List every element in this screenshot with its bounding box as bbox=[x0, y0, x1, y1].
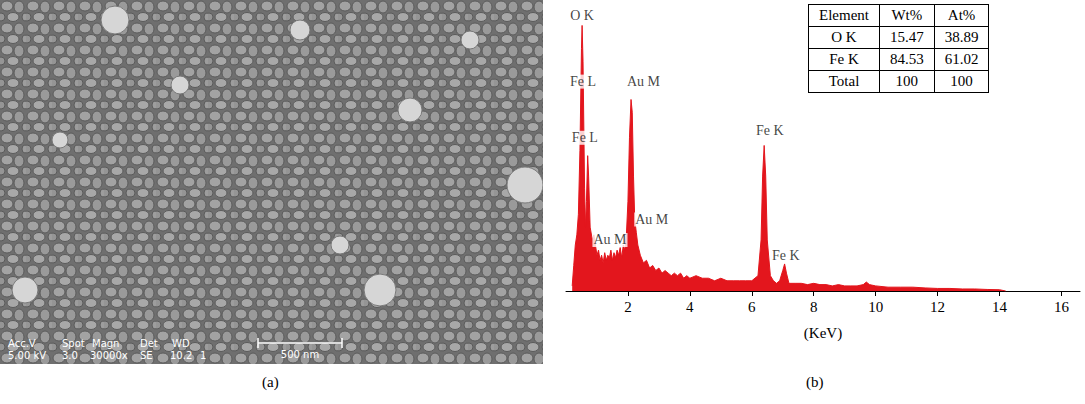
html-text:Fe K: Fe K bbox=[829, 51, 859, 67]
svg-text:O K: O K bbox=[570, 8, 594, 23]
svg-text:Fe K: Fe K bbox=[756, 123, 784, 138]
html-text:15.47: 15.47 bbox=[890, 29, 924, 45]
svg-text:Au M: Au M bbox=[627, 74, 661, 89]
svg-text:Magn: Magn bbox=[92, 338, 119, 349]
svg-text:Fe L: Fe L bbox=[572, 130, 598, 145]
svg-text:1: 1 bbox=[200, 350, 206, 361]
svg-text:10.2: 10.2 bbox=[170, 350, 192, 361]
html-text:Wt%: Wt% bbox=[891, 7, 923, 23]
svg-text:16: 16 bbox=[1054, 299, 1070, 315]
svg-text:Fe K: Fe K bbox=[772, 248, 800, 263]
svg-text:(KeV): (KeV) bbox=[804, 325, 842, 342]
svg-text:WD: WD bbox=[172, 338, 190, 349]
svg-text:10: 10 bbox=[868, 299, 883, 315]
svg-text:8: 8 bbox=[810, 299, 818, 315]
html-text:O K: O K bbox=[831, 29, 857, 45]
svg-text:2: 2 bbox=[624, 299, 632, 315]
svg-text:3.0: 3.0 bbox=[62, 350, 78, 361]
svg-text:Au M: Au M bbox=[635, 212, 669, 227]
html-text:(b): (b) bbox=[806, 374, 824, 390]
svg-text:30000x: 30000x bbox=[90, 350, 128, 361]
html-text:(a): (a) bbox=[262, 374, 279, 390]
svg-text:Spot: Spot bbox=[62, 338, 85, 349]
html-text:84.53: 84.53 bbox=[890, 51, 924, 67]
html-text:Total: Total bbox=[828, 73, 860, 89]
html-text:At%: At% bbox=[947, 7, 976, 23]
svg-text:Det: Det bbox=[140, 338, 158, 349]
svg-text:5.00 kV: 5.00 kV bbox=[8, 350, 46, 361]
svg-text:SE: SE bbox=[140, 350, 153, 361]
svg-text:4: 4 bbox=[686, 299, 694, 315]
html-text:100: 100 bbox=[950, 73, 973, 89]
html-text:61.02: 61.02 bbox=[944, 51, 979, 67]
svg-text:12: 12 bbox=[930, 299, 945, 315]
svg-text:6: 6 bbox=[748, 299, 756, 315]
svg-text:Acc.V: Acc.V bbox=[8, 338, 36, 349]
svg-text:Au M: Au M bbox=[593, 232, 627, 247]
svg-text:500 nm: 500 nm bbox=[281, 349, 319, 360]
html-text:Element: Element bbox=[819, 7, 869, 23]
html-text:100: 100 bbox=[895, 73, 919, 89]
svg-text:14: 14 bbox=[992, 299, 1008, 315]
html-text:38.89: 38.89 bbox=[944, 29, 979, 45]
svg-text:Fe L: Fe L bbox=[570, 74, 596, 89]
